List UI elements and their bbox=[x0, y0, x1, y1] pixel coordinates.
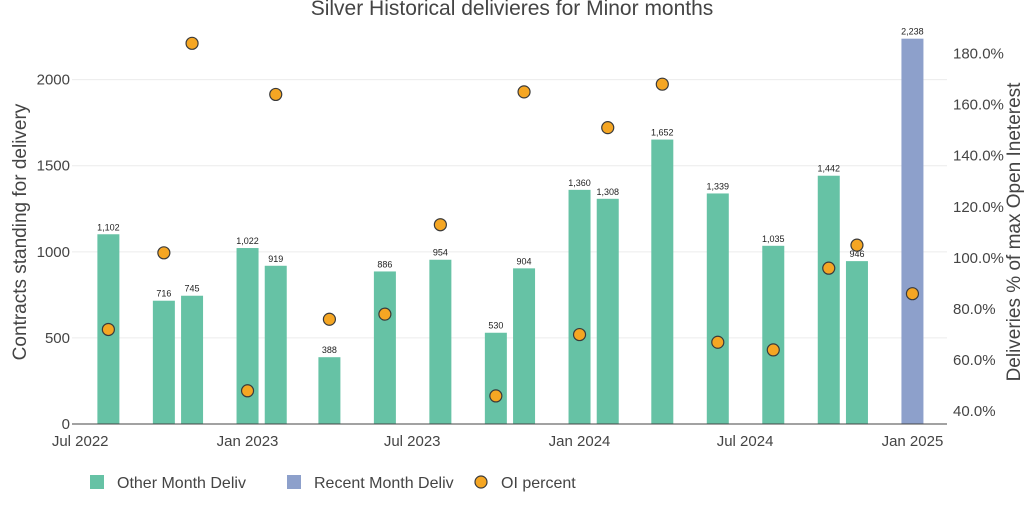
legend: Other Month Deliv Recent Month Deliv OI pe… bbox=[90, 475, 576, 492]
bar-value-label: 1,360 bbox=[568, 178, 591, 188]
oi-point bbox=[185, 36, 199, 50]
legend-swatch bbox=[287, 475, 301, 489]
oi-point bbox=[433, 218, 447, 232]
y-axis-ticks: 0 500 1000 1500 2000 bbox=[37, 72, 70, 433]
bar-value-label: 745 bbox=[185, 284, 200, 294]
oi-point bbox=[850, 238, 864, 252]
bar bbox=[373, 271, 396, 424]
y2-tick-label: 60.0% bbox=[953, 352, 996, 369]
bar-value-label: 1,035 bbox=[762, 234, 785, 244]
oi-points bbox=[101, 36, 920, 403]
bar-value-label: 2,238 bbox=[901, 27, 924, 37]
bar-value-label: 954 bbox=[433, 248, 448, 258]
bar-value-label: 1,442 bbox=[817, 164, 840, 174]
oi-point bbox=[822, 261, 836, 275]
x-tick-label: Jul 2022 bbox=[52, 433, 109, 450]
bar bbox=[152, 300, 175, 424]
oi-point bbox=[517, 85, 531, 99]
x-axis-ticks: Jul 2022 Jan 2023 Jul 2023 Jan 2024 Jul 2024… bbox=[52, 433, 943, 450]
bar-labels: 1,102 716 745 1,022 919 388 886 954 530 904 1,360 1… bbox=[97, 27, 924, 356]
bar-value-label: 904 bbox=[517, 256, 532, 266]
oi-point bbox=[157, 246, 171, 260]
bar bbox=[596, 198, 619, 424]
y-tick-label: 2000 bbox=[37, 72, 70, 89]
bars bbox=[97, 38, 924, 425]
legend-marker bbox=[474, 475, 488, 489]
y-tick-label: 0 bbox=[62, 416, 70, 433]
chart-title: Silver Historical delivieres for Minor m… bbox=[311, 0, 714, 20]
bar-value-label: 1,102 bbox=[97, 222, 120, 232]
bar bbox=[651, 139, 674, 424]
legend-label: Recent Month Deliv bbox=[314, 475, 454, 492]
oi-point bbox=[601, 121, 615, 135]
bar-value-label: 530 bbox=[488, 321, 503, 331]
bar-value-label: 1,022 bbox=[236, 236, 259, 246]
bar bbox=[901, 38, 924, 425]
y2-tick-label: 180.0% bbox=[953, 46, 1004, 63]
grid bbox=[72, 79, 947, 339]
oi-point bbox=[766, 343, 780, 357]
oi-point bbox=[269, 87, 283, 102]
bar-value-label: 388 bbox=[322, 345, 337, 355]
y-axis-title: Contracts standing for delivery bbox=[10, 103, 31, 360]
legend-label: Other Month Deliv bbox=[117, 475, 246, 492]
bar-value-label: 919 bbox=[268, 254, 283, 264]
bar-value-label: 716 bbox=[156, 289, 171, 299]
legend-label: OI percent bbox=[501, 475, 576, 492]
bar bbox=[706, 193, 729, 424]
bar bbox=[762, 245, 785, 424]
y2-tick-label: 140.0% bbox=[953, 148, 1004, 165]
bar-value-label: 886 bbox=[377, 259, 392, 269]
oi-point bbox=[489, 389, 503, 403]
bar-value-label: 946 bbox=[849, 249, 864, 259]
bar-value-label: 1,652 bbox=[651, 128, 674, 138]
oi-point bbox=[378, 307, 392, 321]
y2-axis-ticks: 40.0% 60.0% 80.0% 100.0% 120.0% 140.0% 160.0% 1… bbox=[953, 46, 1004, 421]
y-tick-label: 1500 bbox=[37, 158, 70, 175]
y2-axis-title: Deliveries % of max Open Ineterest bbox=[1004, 82, 1024, 382]
bar bbox=[484, 332, 507, 424]
y2-tick-label: 120.0% bbox=[953, 199, 1004, 216]
x-tick-label: Jul 2024 bbox=[717, 433, 774, 450]
y-tick-label: 1000 bbox=[37, 244, 70, 261]
bar bbox=[181, 295, 204, 424]
oi-point bbox=[572, 327, 587, 342]
x-tick-label: Jan 2024 bbox=[549, 433, 611, 450]
legend-swatch bbox=[90, 475, 104, 489]
x-tick-label: Jan 2025 bbox=[882, 433, 944, 450]
oi-point bbox=[101, 322, 115, 337]
bar bbox=[845, 261, 868, 424]
bar bbox=[817, 175, 840, 424]
bar-value-label: 1,339 bbox=[707, 181, 730, 191]
x-tick-label: Jan 2023 bbox=[217, 433, 279, 450]
oi-point bbox=[655, 77, 669, 91]
bar-value-label: 1,308 bbox=[596, 187, 619, 197]
y2-tick-label: 40.0% bbox=[953, 403, 996, 420]
bar bbox=[318, 357, 341, 424]
x-tick-label: Jul 2023 bbox=[384, 433, 441, 450]
oi-point bbox=[905, 287, 920, 301]
bar bbox=[568, 189, 591, 424]
bar bbox=[264, 265, 287, 424]
oi-point bbox=[240, 384, 255, 398]
y-tick-label: 500 bbox=[45, 330, 70, 347]
oi-point bbox=[322, 312, 337, 326]
y2-tick-label: 80.0% bbox=[953, 301, 996, 318]
oi-point bbox=[711, 335, 725, 349]
y2-tick-label: 100.0% bbox=[953, 250, 1004, 267]
bar bbox=[513, 268, 536, 424]
y2-tick-label: 160.0% bbox=[953, 97, 1004, 114]
bar bbox=[429, 259, 452, 424]
bar bbox=[236, 248, 259, 424]
